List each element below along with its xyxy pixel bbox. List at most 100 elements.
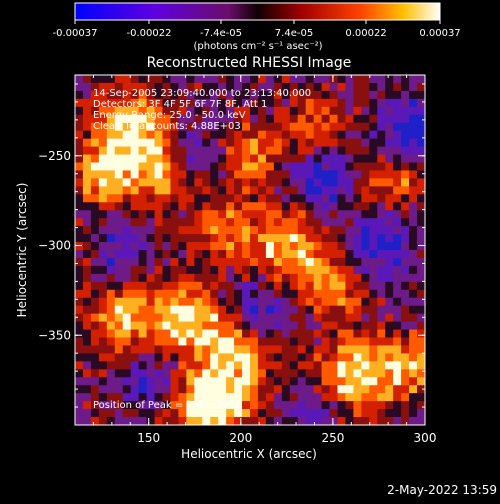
heatmap-cell	[202, 186, 211, 195]
heatmap-cell	[385, 194, 394, 203]
heatmap-cell	[194, 226, 203, 235]
heatmap-cell	[98, 345, 108, 354]
heatmap-cell	[329, 82, 338, 92]
heatmap-cell	[130, 210, 139, 219]
heatmap-cell	[361, 273, 370, 283]
heatmap-cell	[122, 146, 131, 155]
heatmap-cell	[186, 281, 195, 291]
heatmap-cell	[257, 313, 267, 322]
heatmap-cell	[250, 401, 259, 410]
heatmap-cell	[154, 265, 163, 275]
heatmap-cell	[257, 257, 267, 267]
heatmap-cell	[401, 122, 410, 131]
heatmap-cell	[194, 146, 203, 155]
heatmap-cell	[98, 234, 108, 243]
heatmap-cell	[329, 377, 338, 386]
heatmap-cell	[234, 393, 243, 402]
heatmap-cell	[186, 106, 195, 116]
heatmap-cell	[337, 369, 346, 378]
heatmap-cell	[250, 138, 259, 147]
heatmap-cell	[321, 90, 330, 100]
heatmap-cell	[281, 114, 291, 124]
heatmap-cell	[186, 90, 195, 100]
heatmap-cell	[369, 218, 378, 227]
heatmap-cell	[186, 369, 195, 378]
heatmap-cell	[122, 138, 131, 147]
heatmap-cell	[146, 321, 155, 330]
heatmap-cell	[337, 186, 346, 195]
heatmap-cell	[130, 130, 139, 139]
heatmap-cell	[194, 409, 203, 418]
heatmap-cell	[409, 417, 418, 426]
heatmap-cell	[297, 409, 306, 418]
heatmap-cell	[337, 154, 346, 163]
heatmap-cell	[90, 289, 100, 299]
heatmap-cell	[385, 305, 394, 314]
heatmap-cell	[194, 337, 203, 346]
heatmap-cell	[417, 393, 426, 402]
heatmap-cell	[210, 401, 219, 410]
heatmap-cell	[337, 273, 346, 283]
heatmap-cell	[75, 250, 84, 259]
heatmap-cell	[122, 377, 131, 386]
heatmap-cell	[154, 218, 163, 227]
heatmap-cell	[194, 186, 203, 195]
heatmap-cell	[265, 170, 275, 179]
heatmap-cell	[257, 297, 267, 306]
heatmap-cell	[82, 106, 92, 116]
heatmap-cell	[75, 281, 84, 291]
heatmap-cell	[377, 353, 386, 362]
heatmap-cell	[393, 138, 402, 147]
heatmap-cell	[75, 202, 84, 211]
heatmap-cell	[377, 409, 386, 418]
heatmap-cell	[393, 242, 402, 251]
heatmap-cell	[281, 313, 291, 322]
heatmap-cell	[417, 82, 426, 92]
heatmap-cell	[337, 90, 346, 100]
heatmap-cell	[186, 313, 195, 322]
heatmap-cell	[162, 385, 171, 394]
heatmap-cell	[82, 242, 92, 251]
heatmap-cell	[297, 146, 306, 155]
heatmap-cell	[345, 82, 354, 92]
heatmap-cell	[257, 409, 267, 418]
peak-position-label: Position of Peak = [183,-395]	[93, 400, 239, 411]
heatmap-cell	[114, 297, 124, 306]
heatmap-cell	[281, 210, 291, 219]
heatmap-cell	[186, 305, 195, 314]
heatmap-cell	[257, 170, 267, 179]
heatmap-cell	[305, 82, 314, 92]
heatmap-cell	[186, 146, 195, 155]
heatmap-cell	[75, 130, 84, 139]
heatmap-cell	[186, 210, 195, 219]
heatmap-cell	[401, 210, 410, 219]
heatmap-cell	[297, 265, 306, 275]
heatmap-cell	[194, 162, 203, 171]
heatmap-cell	[361, 210, 370, 219]
heatmap-cell	[194, 106, 203, 116]
heatmap-cell	[170, 114, 179, 124]
heatmap-cell	[377, 345, 386, 354]
heatmap-cell	[122, 257, 131, 267]
heatmap-cell	[321, 297, 330, 306]
heatmap-cell	[305, 393, 314, 402]
heatmap-cell	[122, 417, 131, 426]
heatmap-cell	[250, 226, 259, 235]
heatmap-cell	[234, 242, 243, 251]
heatmap-cell	[250, 409, 259, 418]
heatmap-cell	[146, 130, 155, 139]
heatmap-cell	[202, 321, 211, 330]
heatmap-cell	[273, 305, 283, 314]
heatmap-cell	[385, 226, 394, 235]
heatmap-cell	[369, 202, 378, 211]
heatmap-cell	[305, 210, 314, 219]
heatmap-cell	[353, 242, 362, 251]
heatmap-cell	[194, 313, 203, 322]
heatmap-cell	[257, 90, 267, 100]
heatmap-cell	[202, 313, 211, 322]
heatmap-cell	[202, 337, 211, 346]
heatmap-cell	[138, 75, 147, 84]
heatmap-cell	[250, 162, 259, 171]
heatmap-cell	[257, 401, 267, 410]
heatmap-cell	[114, 178, 124, 187]
